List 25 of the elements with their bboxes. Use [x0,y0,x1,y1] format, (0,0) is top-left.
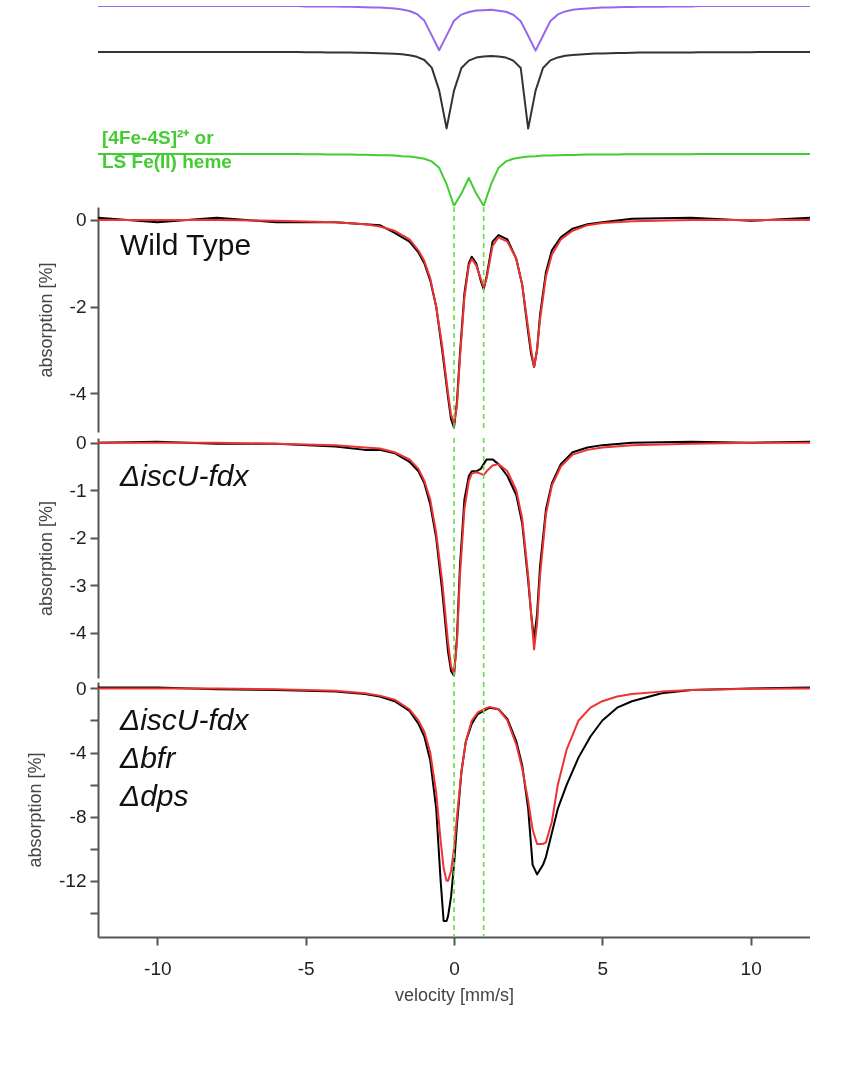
y-tick-label: -2 [69,296,87,318]
y-tick-label: 0 [75,432,87,454]
y-tick-label: -8 [69,806,87,828]
x-tick-label: 5 [597,957,609,979]
text: Wild Type [120,228,252,261]
x-tick-label: -10 [144,957,172,979]
y-tick-label: -2 [69,527,87,549]
y-tick-label: -4 [69,622,87,644]
x-tick-label: 10 [740,957,762,979]
y-tick-label: -4 [69,382,87,404]
y-axis-title: absorption [%] [35,262,56,378]
x-tick-label: 0 [449,957,460,979]
x-tick-label: -5 [297,957,315,979]
y-axis-title: absorption [%] [25,752,46,868]
text: ΔiscU-fdx Δbfr Δdps [119,703,250,812]
x-axis-title: velocity [mm/s] [394,984,515,1005]
y-tick-label: -1 [69,479,87,501]
y-tick-label: -3 [69,574,87,596]
y-tick-label: 0 [75,209,87,231]
y-tick-label: 0 [75,677,87,699]
text: ΔiscU-fdx [119,459,250,492]
y-tick-label: -4 [69,742,87,764]
series-label: [4Fe-4S]²⁺ or LS Fe(II) heme [102,127,232,172]
y-axis-title: absorption [%] [35,500,56,617]
y-tick-label: -12 [59,870,87,892]
